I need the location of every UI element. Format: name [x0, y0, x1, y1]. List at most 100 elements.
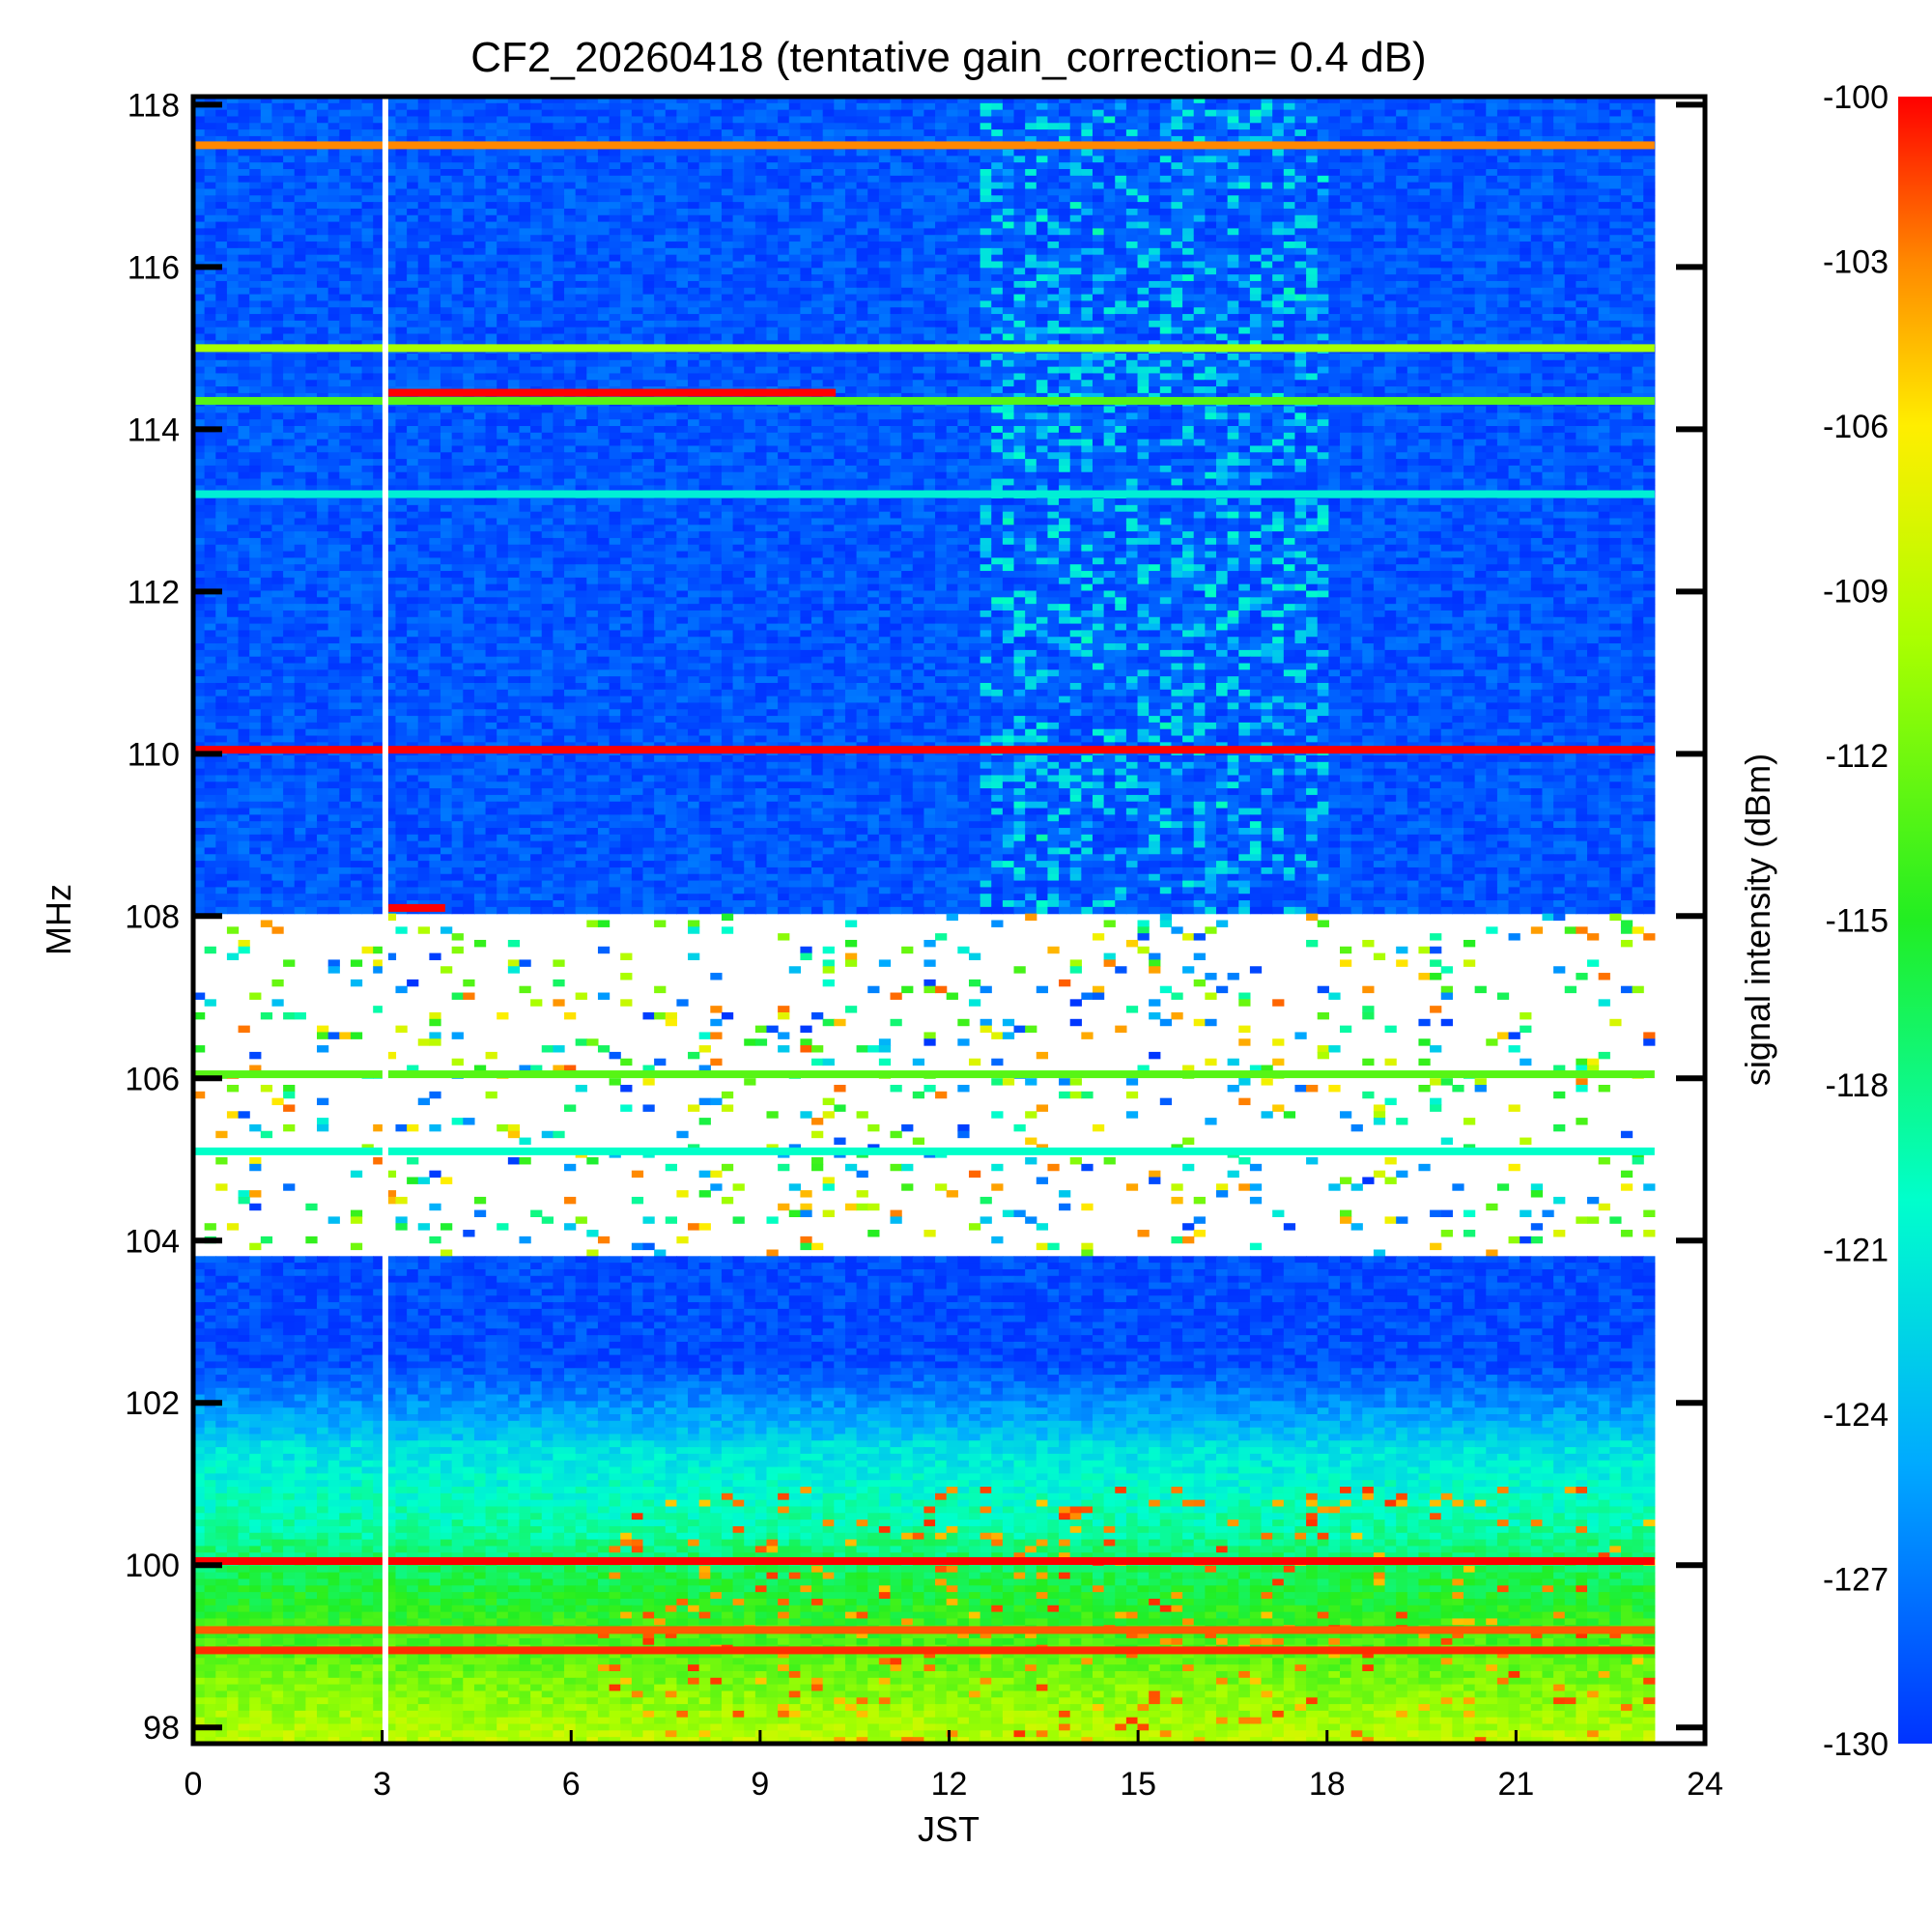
heat-cell: [541, 102, 554, 111]
heat-cell: [1137, 175, 1150, 184]
heat-cell: [1261, 294, 1273, 302]
heat-cell: [642, 102, 655, 111]
heat-cell: [732, 327, 745, 335]
heat-cell: [204, 97, 216, 104]
heat-cell: [564, 109, 577, 118]
heat-cell: [1249, 208, 1263, 216]
heat-cell: [1609, 247, 1622, 256]
heat-cell: [1418, 129, 1431, 137]
heat-cell: [1249, 287, 1263, 296]
heat-cell: [1486, 307, 1498, 315]
heat-cell: [249, 214, 262, 223]
heat-cell: [361, 221, 374, 229]
heat-cell: [249, 116, 262, 124]
heat-cell: [1193, 268, 1206, 275]
heat-cell: [317, 287, 329, 296]
heat-cell: [1171, 169, 1183, 177]
heat-cell: [1249, 149, 1263, 156]
heat-cell: [732, 169, 745, 177]
heat-cell: [631, 97, 644, 104]
heat-cell: [1182, 221, 1195, 229]
heat-cell: [1474, 307, 1487, 315]
heat-cell: [597, 149, 611, 156]
heat-cell: [283, 254, 296, 263]
heat-cell: [946, 314, 958, 322]
heat-cell: [901, 235, 914, 242]
heat-cell: [204, 287, 216, 296]
heat-cell: [373, 235, 385, 242]
heat-cell: [1362, 116, 1375, 124]
heat-cell: [238, 320, 250, 328]
heat-cell: [429, 235, 441, 242]
heat-cell: [1272, 221, 1285, 229]
heat-cell: [980, 261, 992, 269]
heat-cell: [744, 320, 756, 328]
heat-cell: [1486, 175, 1498, 184]
heat-cell: [283, 320, 296, 328]
heat-cell: [1059, 97, 1071, 104]
heat-cell: [451, 123, 464, 130]
heat-cell: [271, 294, 284, 302]
heat-cell: [878, 208, 892, 216]
heat-cell: [1406, 202, 1420, 210]
heat-cell: [395, 195, 408, 203]
heat-cell: [1025, 129, 1037, 137]
heat-cell: [957, 300, 970, 308]
heat-cell: [1350, 175, 1363, 184]
heat-cell: [1339, 182, 1352, 190]
heat-cell: [721, 156, 734, 163]
heat-cell: [968, 294, 981, 302]
heat-cell: [497, 242, 509, 249]
heat-cell: [541, 188, 554, 196]
heat-cell: [778, 195, 790, 203]
heat-cell: [317, 182, 329, 190]
heat-cell: [698, 340, 711, 348]
heat-cell: [463, 235, 475, 242]
heat-cell: [1520, 123, 1532, 130]
heat-cell: [1396, 247, 1408, 256]
heat-cell: [497, 254, 509, 263]
heat-cell: [1227, 254, 1239, 263]
heat-cell: [1530, 221, 1544, 229]
heat-cell: [811, 314, 824, 322]
heat-cell: [901, 228, 914, 236]
heat-cell: [575, 247, 587, 256]
heat-cell: [1283, 221, 1296, 229]
heat-cell: [935, 307, 948, 315]
heat-cell: [878, 274, 892, 282]
heat-cell: [935, 175, 948, 184]
heat-cell: [463, 261, 475, 269]
heat-cell: [249, 268, 262, 275]
heat-cell: [451, 268, 464, 275]
heat-cell: [294, 195, 306, 203]
heat-cell: [710, 123, 723, 130]
heat-cell: [260, 195, 273, 203]
heat-cell: [327, 320, 340, 328]
heat-cell: [1553, 268, 1566, 275]
heat-cell: [732, 294, 745, 302]
heat-cell: [1069, 175, 1082, 184]
heat-cell: [395, 314, 408, 322]
heat-cell: [1508, 97, 1520, 104]
heat-cell: [1643, 214, 1656, 223]
heat-cell: [1227, 274, 1239, 282]
heat-cell: [778, 221, 790, 229]
heat-cell: [1317, 169, 1329, 177]
heat-cell: [1227, 97, 1239, 104]
heat-cell: [1317, 280, 1329, 289]
heat-cell: [1171, 156, 1183, 163]
heat-cell: [991, 274, 1004, 282]
heat-cell: [1215, 327, 1229, 335]
heat-cell: [654, 228, 667, 236]
heat-cell: [1294, 235, 1307, 242]
heat-cell: [1215, 320, 1229, 328]
heat-cell: [564, 327, 577, 335]
heat-cell: [294, 202, 306, 210]
heat-cell: [935, 182, 948, 190]
heat-cell: [1564, 254, 1577, 263]
heat-cell: [238, 274, 250, 282]
heat-cell: [575, 235, 587, 242]
heat-cell: [1384, 327, 1397, 335]
heat-cell: [1362, 294, 1375, 302]
heat-cell: [901, 268, 914, 275]
